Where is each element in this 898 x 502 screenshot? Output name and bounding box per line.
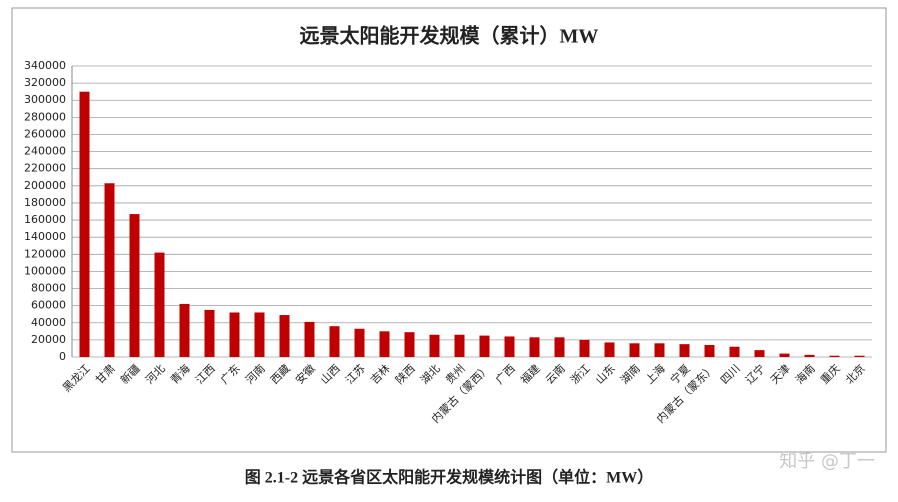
bar <box>204 309 215 357</box>
bar <box>779 353 790 357</box>
bar <box>754 350 765 357</box>
bar <box>154 252 165 357</box>
y-tick-label: 60000 <box>31 299 66 312</box>
bar <box>479 335 490 357</box>
y-tick-label: 0 <box>59 350 66 363</box>
bar <box>104 183 115 357</box>
bar <box>679 344 690 357</box>
bar <box>654 343 665 357</box>
y-tick-label: 80000 <box>31 282 66 295</box>
bar <box>854 355 865 357</box>
bar <box>254 312 265 357</box>
bar <box>279 315 290 357</box>
y-tick-label: 200000 <box>24 179 66 192</box>
bar <box>129 214 140 357</box>
y-tick-label: 180000 <box>24 196 66 209</box>
y-tick-label: 40000 <box>31 316 66 329</box>
y-tick-label: 340000 <box>24 59 66 72</box>
chart-frame <box>11 7 887 453</box>
bar <box>504 336 515 357</box>
chart-title: 远景太阳能开发规模（累计）MW <box>300 24 599 48</box>
bar <box>454 334 465 357</box>
bar <box>429 334 440 357</box>
bar <box>179 303 190 357</box>
y-tick-label: 220000 <box>24 162 66 175</box>
y-tick-label: 140000 <box>24 230 66 243</box>
bar <box>604 342 615 357</box>
bar <box>554 337 565 357</box>
caption: 图 2.1-2 远景各省区太阳能开发规模统计图（单位：MW） <box>245 468 653 487</box>
y-tick-label: 320000 <box>24 76 66 89</box>
bar <box>829 355 840 357</box>
y-tick-label: 280000 <box>24 110 66 123</box>
y-tick-label: 160000 <box>24 213 66 226</box>
bar <box>379 331 390 357</box>
y-tick-label: 120000 <box>24 247 66 260</box>
bar <box>804 354 815 357</box>
bar <box>329 326 340 357</box>
y-tick-label: 260000 <box>24 127 66 140</box>
bar <box>304 321 315 357</box>
y-tick-label: 240000 <box>24 145 66 158</box>
bar <box>529 337 540 357</box>
bar <box>629 343 640 357</box>
bar <box>354 328 365 357</box>
y-tick-label: 20000 <box>31 333 66 346</box>
bar <box>579 339 590 357</box>
y-tick-label: 300000 <box>24 93 66 106</box>
bar <box>79 91 90 358</box>
bar <box>229 312 240 357</box>
bar <box>704 345 715 357</box>
bar <box>729 346 740 357</box>
y-tick-label: 100000 <box>24 264 66 277</box>
watermark: 知乎 @丁一 <box>779 451 875 472</box>
bar <box>404 332 415 357</box>
